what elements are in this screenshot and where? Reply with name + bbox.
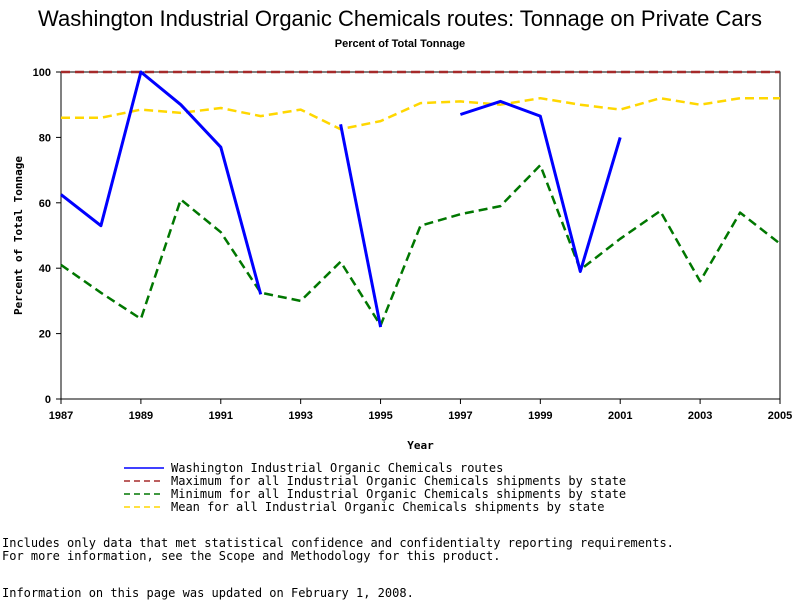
legend-label-1: Washington Industrial Organic Chemicals … — [171, 461, 503, 475]
legend-label-2: Maximum for all Industrial Organic Chemi… — [171, 474, 626, 488]
y-tick-label: 20 — [39, 329, 51, 341]
series-line-4 — [61, 96, 780, 131]
x-tick-label: 1989 — [129, 410, 153, 422]
x-tick-label: 1993 — [288, 410, 312, 422]
x-tick-label: 1995 — [368, 410, 392, 422]
series-lines — [60, 70, 781, 328]
x-axis-title: Year — [407, 439, 434, 452]
legend: Washington Industrial Organic Chemicals … — [124, 461, 626, 514]
chart-title: Washington Industrial Organic Chemicals … — [38, 6, 762, 31]
x-tick-label: 1999 — [528, 410, 552, 422]
y-tick-label: 80 — [39, 132, 51, 144]
series-line-1 — [459, 99, 622, 273]
x-tick-label: 2005 — [768, 410, 792, 422]
footnote-updated: Information on this page was updated on … — [2, 586, 414, 600]
chart-subtitle: Percent of Total Tonnage — [334, 38, 466, 50]
series-line-1 — [60, 70, 263, 295]
x-tick-label: 2003 — [688, 410, 712, 422]
series-line-3 — [60, 163, 781, 327]
y-tick-label: 0 — [45, 394, 51, 406]
series-line-1 — [339, 124, 383, 328]
plot-frame — [60, 71, 781, 400]
footnote-confidence: Includes only data that met statistical … — [2, 536, 674, 550]
y-tick-label: 60 — [39, 198, 51, 210]
x-tick-label: 2001 — [608, 410, 632, 422]
axes: 1987 1989 1991 1993 1995 1997 1999 2001 2003 2005… — [33, 67, 793, 422]
x-tick-label: 1991 — [209, 410, 233, 422]
x-tick-label: 1987 — [49, 410, 73, 422]
legend-label-3: Minimum for all Industrial Organic Chemi… — [171, 487, 626, 501]
footnote-methodology: For more information, see the Scope and … — [2, 549, 501, 563]
x-tick-label: 1997 — [448, 410, 472, 422]
y-tick-label: 100 — [33, 67, 51, 79]
legend-label-4: Mean for all Industrial Organic Chemical… — [171, 500, 604, 514]
y-axis-title: Percent of Total Tonnage — [12, 156, 25, 315]
y-tick-label: 40 — [39, 263, 51, 275]
